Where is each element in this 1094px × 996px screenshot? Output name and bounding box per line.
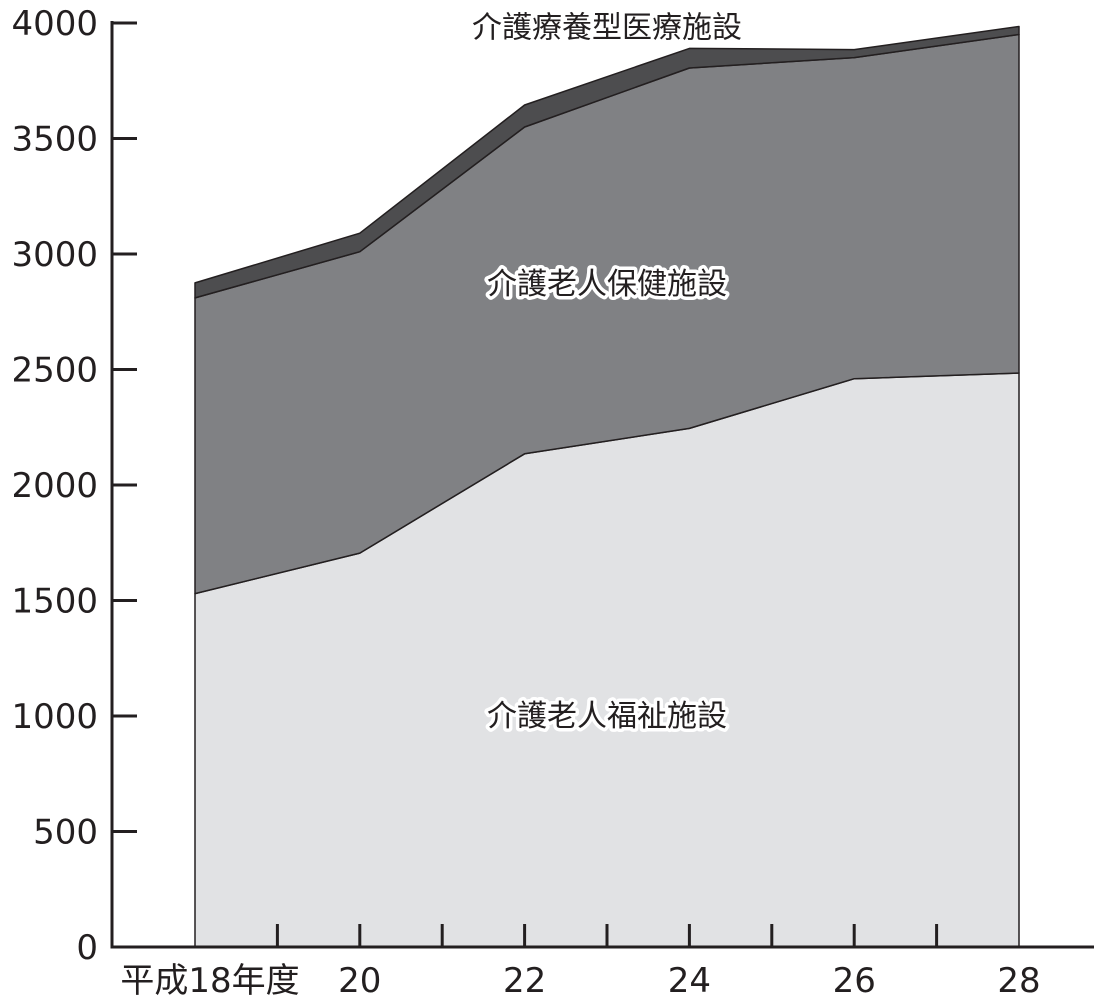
y-tick-label: 1500 [11, 582, 98, 622]
y-tick-label: 500 [33, 813, 98, 853]
series-area-3 [194, 25, 1020, 299]
series-label-2: 介護老人保健施設 [487, 267, 727, 302]
y-tick-label: 3500 [11, 120, 98, 160]
x-tick-label: 26 [833, 961, 876, 996]
x-tick-label: 20 [338, 961, 381, 996]
chart-areas [194, 25, 1020, 948]
x-tick-label: 平成18年度 [120, 961, 299, 996]
x-tick-label: 22 [503, 961, 546, 996]
x-tick-label: 24 [668, 961, 711, 996]
y-tick-label: 3000 [11, 235, 98, 275]
x-tick-label: 28 [997, 961, 1040, 996]
y-tick-label: 0 [76, 928, 98, 968]
chart-axes: 0 500 1000 1500 2000 2500 3000 3500 4000 平成18年度 20… [11, 4, 1094, 996]
y-tick-label: 2500 [11, 351, 98, 391]
y-tick-label: 4000 [11, 4, 98, 44]
series-label-3: 介護療養型医療施設 [472, 11, 742, 46]
y-tick-label: 2000 [11, 466, 98, 506]
y-tick-label: 1000 [11, 697, 98, 737]
series-label-1: 介護老人福祉施設 [487, 699, 727, 734]
